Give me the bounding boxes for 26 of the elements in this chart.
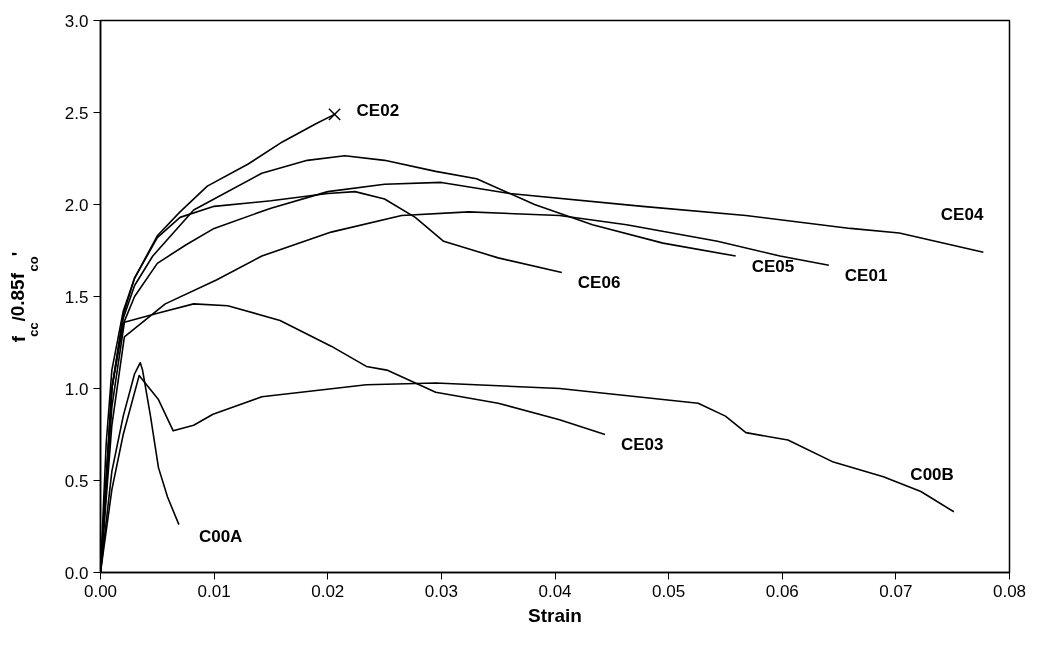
x-tick-label: 0.07 xyxy=(879,581,913,601)
y-tick-label: 0.0 xyxy=(64,563,89,583)
x-tick-label: 0.03 xyxy=(424,581,458,601)
series-label: C00B xyxy=(910,464,954,484)
series-label: CE06 xyxy=(577,273,621,293)
x-tick-label: 0.08 xyxy=(992,581,1027,601)
x-tick-label: 0.04 xyxy=(538,581,572,601)
x-axis-title: Strain xyxy=(528,604,582,626)
y-tick-label: 3.0 xyxy=(64,11,89,31)
y-tick-label: 2.0 xyxy=(64,195,89,215)
series-label: CE05 xyxy=(751,256,795,276)
x-tick-label: 0.00 xyxy=(83,581,118,601)
series-label: C00A xyxy=(198,527,243,547)
y-axis-title: fcc/0.85fco' xyxy=(7,251,41,343)
x-tick-label: 0.05 xyxy=(652,581,686,601)
x-tick-label: 0.06 xyxy=(765,581,799,601)
y-tick-label: 2.5 xyxy=(64,103,89,123)
x-tick-label: 0.02 xyxy=(311,581,345,601)
series-label: CE01 xyxy=(844,265,888,285)
y-tick-label: 1.0 xyxy=(64,379,89,399)
series-label: CE03 xyxy=(620,435,664,454)
x-tick-label: 0.01 xyxy=(197,581,231,601)
y-tick-label: 1.5 xyxy=(64,287,89,307)
series-label: CE04 xyxy=(940,205,984,225)
series-label: CE02 xyxy=(356,100,400,120)
y-tick-label: 0.5 xyxy=(64,471,89,491)
